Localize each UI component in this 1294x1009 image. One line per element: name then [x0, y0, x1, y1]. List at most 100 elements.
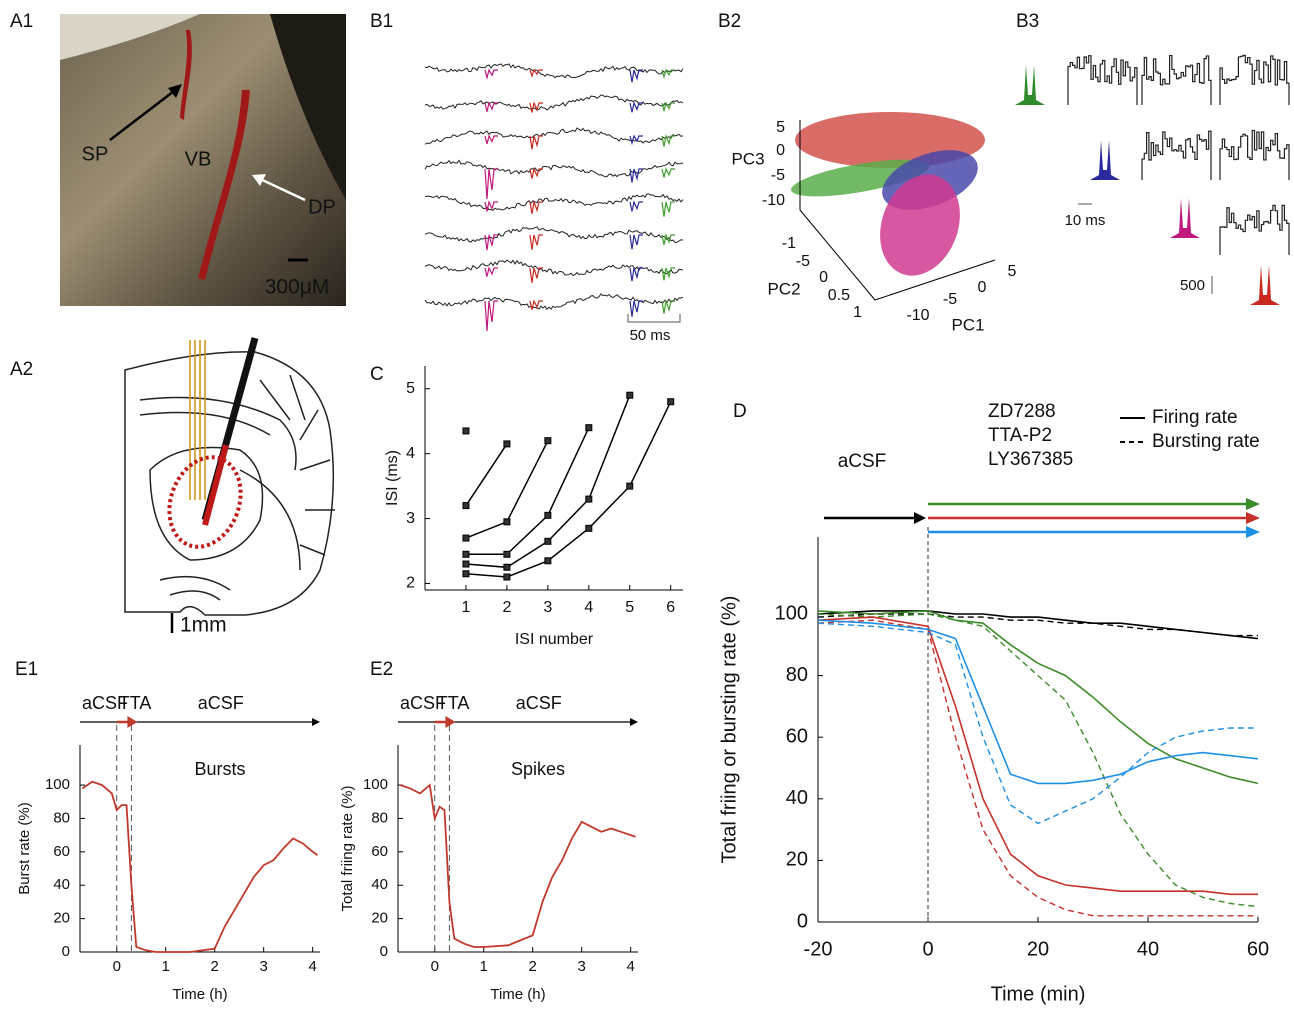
spike: [629, 267, 643, 282]
legend-label: ZD7288: [988, 401, 1056, 422]
arrow-head: [168, 84, 182, 98]
x-tick-label: 1: [480, 958, 488, 975]
y-tick-label: 80: [371, 809, 388, 826]
arrow-head: [630, 718, 638, 726]
axis-label: PC1: [951, 315, 984, 334]
phase-label: aCSF: [198, 693, 244, 713]
arrow: [109, 87, 179, 141]
x-tick-label: 6: [666, 599, 675, 616]
histogram: [1067, 55, 1138, 105]
data-point: [503, 550, 511, 558]
x-tick-label: 1: [461, 599, 470, 616]
y-tick-label: 100: [45, 776, 70, 793]
data-point: [585, 495, 593, 503]
x-tick-label: 0: [922, 938, 933, 960]
spike: [529, 267, 543, 283]
spike: [484, 300, 498, 332]
x-tick-label: 3: [260, 958, 268, 975]
arrow-head: [127, 716, 138, 728]
y-tick-label: 40: [53, 876, 70, 893]
x-axis-label: ISI number: [515, 631, 594, 648]
arrow-head: [445, 716, 456, 728]
x-axis-label: Time (h): [172, 986, 227, 1003]
trace: [424, 293, 684, 311]
arrow-head: [1246, 498, 1260, 510]
image-background: [60, 14, 200, 60]
pca-clusters: [791, 112, 985, 276]
histogram: [1219, 54, 1290, 105]
data-point: [544, 511, 552, 519]
y-tick-label: 80: [786, 664, 808, 686]
x-tick-label: 3: [543, 599, 552, 616]
y-tick-label: 100: [363, 776, 388, 793]
data-line: [465, 401, 672, 578]
y-axis-label: ISI (ms): [384, 450, 401, 506]
panel-label: B1: [370, 11, 393, 32]
spike: [484, 266, 498, 277]
autocorrelogram: [1250, 265, 1280, 305]
spike: [529, 68, 543, 78]
chart-title: Spikes: [511, 759, 565, 779]
histogram: [1219, 129, 1290, 180]
data-point: [544, 537, 552, 545]
data-point: [503, 573, 511, 581]
y-tick-label: 60: [786, 725, 808, 747]
panel-label: C: [370, 364, 384, 385]
data-point: [503, 440, 511, 448]
arrow-head: [1246, 526, 1260, 538]
tick-label: 0.5: [828, 287, 850, 304]
trace: [424, 159, 684, 178]
spike: [661, 267, 675, 281]
x-tick-label: 2: [502, 599, 511, 616]
arrow: [257, 176, 306, 202]
spike: [629, 300, 643, 317]
y-tick-label: 40: [786, 787, 808, 809]
panel-label: E1: [15, 659, 38, 680]
scale-bar: [627, 314, 681, 323]
electrode-track: [198, 90, 250, 280]
tick-label: 0: [776, 142, 785, 159]
spike: [629, 69, 643, 83]
x-tick-label: 4: [584, 599, 593, 616]
data-point: [462, 427, 470, 435]
region-label: SP: [82, 143, 109, 165]
traces: [424, 63, 684, 332]
arrow-head: [312, 718, 320, 726]
y-tick-label: 0: [797, 910, 808, 932]
y-tick-label: 20: [786, 849, 808, 871]
spike: [529, 135, 543, 150]
tick-label: 5: [776, 119, 785, 136]
tick-label: -5: [796, 253, 810, 270]
trace: [424, 259, 684, 276]
spike: [529, 234, 543, 250]
spike: [661, 68, 675, 80]
x-axis-label: Time (min): [991, 983, 1086, 1005]
phase-label: aCSF: [516, 693, 562, 713]
data-line: [81, 780, 319, 953]
legend-label: LY367385: [988, 449, 1073, 470]
histograms: [1015, 54, 1290, 305]
tick-label: 5: [1008, 263, 1017, 280]
x-tick-label: 60: [1247, 938, 1269, 960]
data-point: [462, 560, 470, 568]
phase-label: TTA: [119, 693, 152, 713]
vb-region: [167, 455, 243, 549]
y-axis-label: Burst rate (%): [16, 802, 33, 895]
scale-label: 1mm: [180, 614, 227, 637]
y-tick-label: 4: [406, 445, 415, 462]
spike: [661, 101, 675, 113]
autocorrelogram: [1015, 65, 1045, 105]
data-line: [817, 619, 1259, 785]
arrow-head: [914, 512, 926, 524]
y-tick-label: 20: [53, 910, 70, 927]
spike: [629, 168, 643, 183]
region-label: VB: [185, 148, 212, 170]
panel-label: A2: [10, 359, 33, 380]
y-tick-label: 0: [380, 943, 388, 960]
spike: [661, 233, 675, 245]
autocorrelogram: [1170, 198, 1200, 238]
spike: [484, 168, 498, 200]
data-point: [462, 502, 470, 510]
data-line: [817, 610, 1259, 785]
electrode-track: [180, 30, 192, 120]
